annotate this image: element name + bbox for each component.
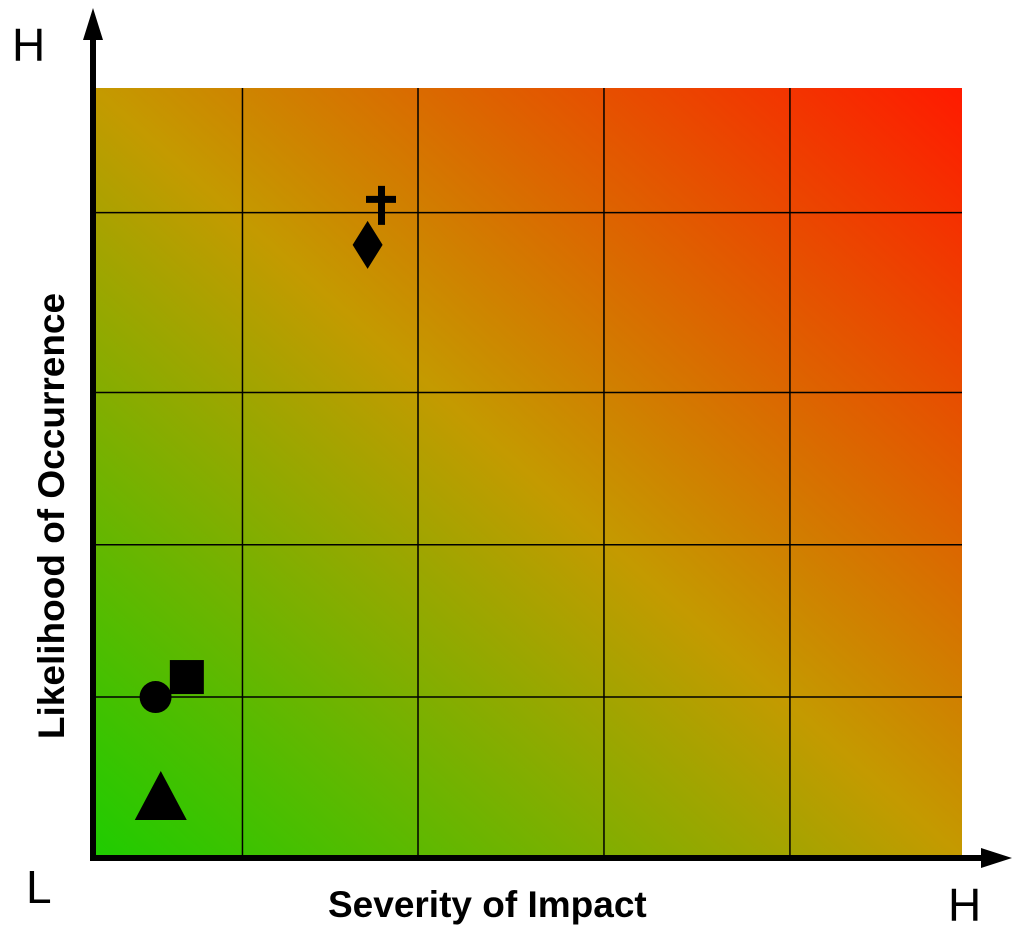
y-axis-title: Likelihood of Occurrence: [31, 292, 72, 740]
y-axis-high-label: H: [12, 19, 46, 71]
data-point-square: [169, 660, 204, 695]
data-point-cross: [366, 185, 397, 225]
y-axis-arrowhead: [83, 8, 103, 40]
data-point-diamond: [352, 220, 383, 269]
grid-lines: [93, 88, 962, 857]
x-axis-title: Severity of Impact: [328, 884, 647, 925]
axes: [83, 8, 1012, 868]
x-axis-arrowhead: [981, 848, 1012, 868]
data-point-triangle: [134, 771, 187, 821]
x-axis-low-label: L: [26, 861, 52, 913]
plot-background: [93, 88, 962, 857]
data-point-circle: [139, 681, 172, 714]
data-markers: [134, 185, 397, 821]
x-axis-high-label: H: [948, 879, 982, 931]
